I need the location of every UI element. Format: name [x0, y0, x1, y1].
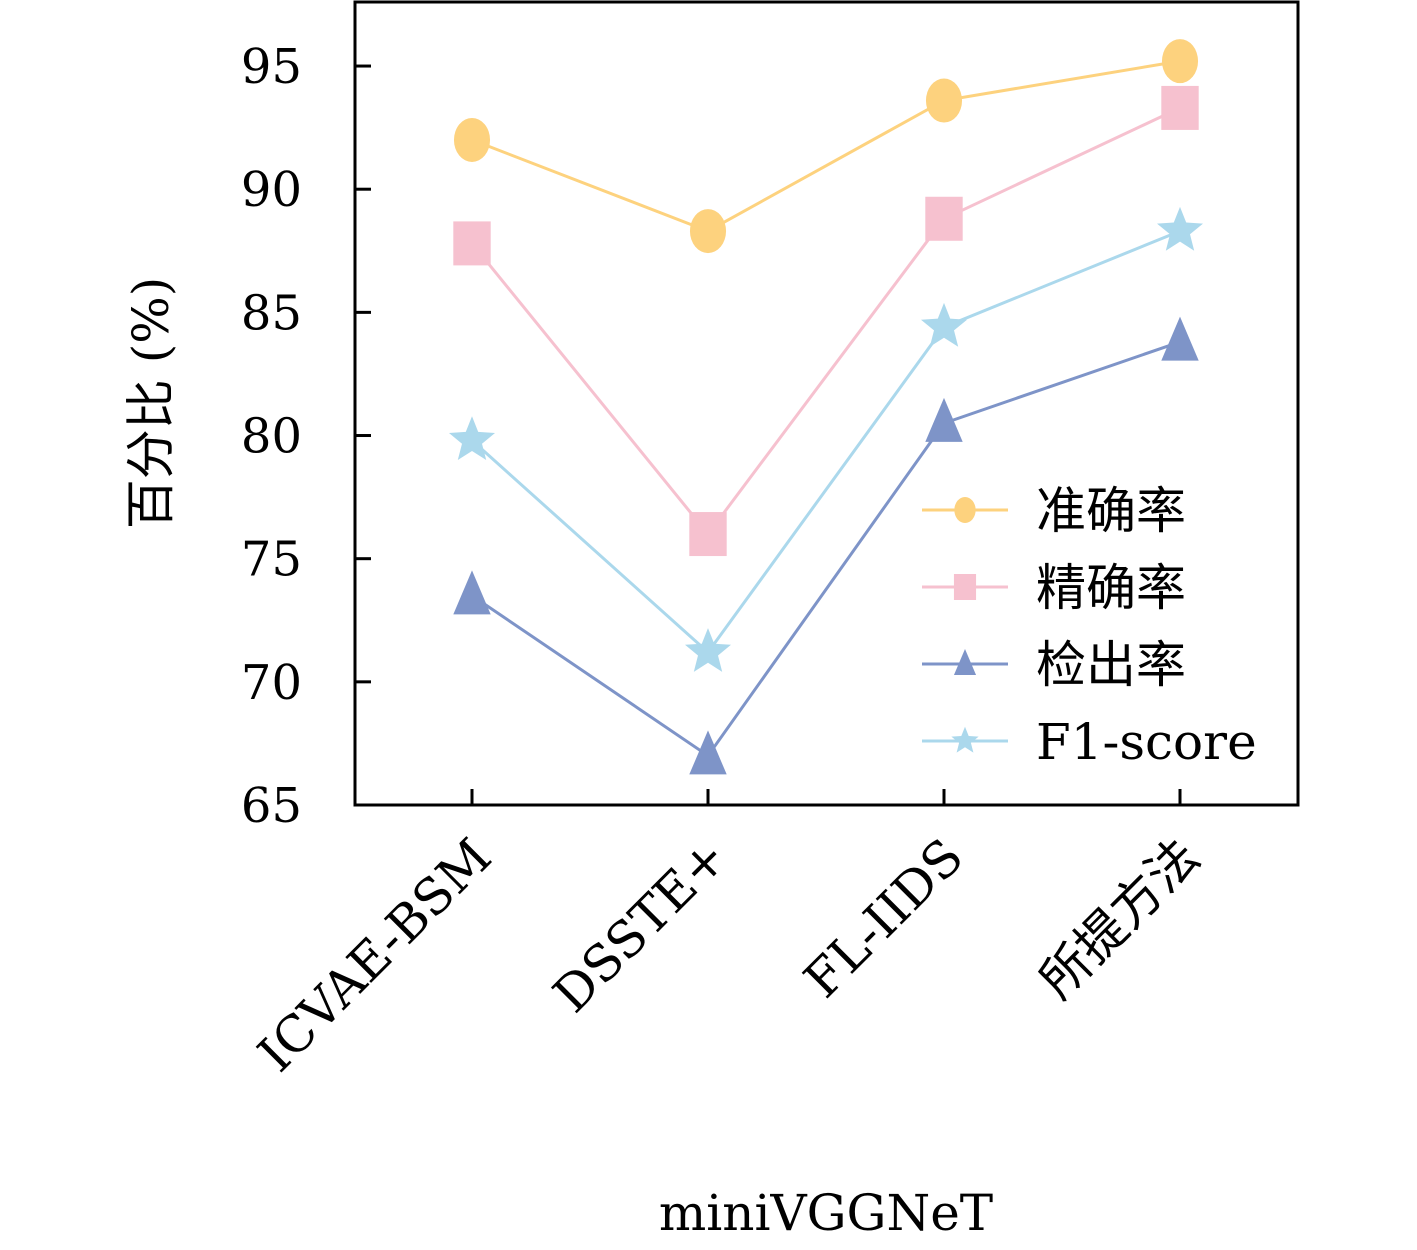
- x-tick-label: FL-IIDS: [793, 827, 974, 1008]
- series-line: [471, 59, 1181, 233]
- y-tick-label: 95: [241, 39, 302, 95]
- marker-triangle: [453, 570, 491, 615]
- plot-frame: [353, 0, 1300, 807]
- series-square: [453, 85, 1199, 557]
- marker-square: [925, 196, 963, 241]
- x-tick-label: ICVAE-BSM: [247, 827, 503, 1083]
- x-tick-label: DSSTE+: [542, 827, 738, 1023]
- legend-item: F1-score: [922, 713, 1257, 771]
- y-tick-label: 70: [241, 655, 302, 711]
- legend-item: 准确率: [922, 482, 1186, 540]
- marker-star: [921, 302, 967, 347]
- marker-circle: [925, 78, 963, 123]
- marker-star: [449, 416, 495, 460]
- y-tick-label: 80: [241, 409, 302, 465]
- y-axis-title: 百分比 (%): [122, 277, 180, 529]
- marker-triangle: [953, 649, 977, 676]
- x-axis-ticks: ICVAE-BSM DSSTE+ FL-IIDS 所提方法: [247, 789, 1210, 1083]
- y-tick-label: 75: [241, 532, 302, 588]
- y-tick-label: 85: [241, 285, 302, 341]
- marker-square: [689, 512, 727, 557]
- marker-triangle: [1161, 316, 1199, 361]
- marker-circle: [689, 209, 727, 254]
- legend-label: 准确率: [1036, 482, 1186, 540]
- legend-item: 精确率: [922, 559, 1186, 617]
- marker-star: [685, 628, 731, 672]
- x-axis-title: miniVGGNeT: [659, 1184, 993, 1242]
- marker-star: [1157, 206, 1203, 251]
- series-line: [471, 340, 1181, 758]
- marker-triangle: [925, 397, 963, 442]
- y-axis-ticks: 65 70 75 80 85 90 95: [241, 39, 371, 834]
- legend-label: 精确率: [1036, 559, 1186, 617]
- legend-label: 检出率: [1036, 636, 1186, 694]
- marker-circle: [1161, 39, 1199, 84]
- series-triangle: [453, 316, 1199, 775]
- series-circle: [453, 39, 1199, 254]
- y-tick-label: 65: [241, 778, 302, 834]
- marker-square: [953, 574, 977, 600]
- series-layer: [449, 39, 1203, 775]
- marker-circle: [954, 497, 976, 523]
- marker-square: [453, 221, 491, 266]
- legend-item: 检出率: [922, 636, 1186, 694]
- marker-triangle: [689, 730, 727, 775]
- marker-square: [1161, 85, 1199, 130]
- marker-circle: [453, 117, 491, 162]
- marker-star: [951, 726, 979, 753]
- y-tick-label: 90: [241, 162, 302, 218]
- series-line: [470, 229, 1181, 655]
- series-line: [470, 106, 1181, 537]
- x-tick-label: 所提方法: [1028, 827, 1210, 1009]
- series-star: [449, 206, 1203, 672]
- legend-label: F1-score: [1036, 713, 1257, 771]
